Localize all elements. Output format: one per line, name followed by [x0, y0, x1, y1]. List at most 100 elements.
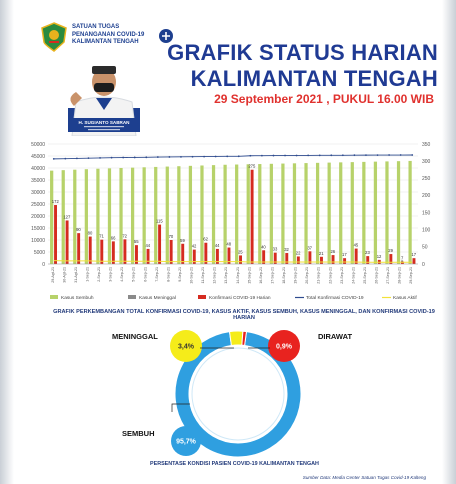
konfirmasi-harian-bar [227, 247, 231, 264]
konfirmasi-harian-bar [331, 255, 335, 264]
konfirmasi-harian-bar [354, 248, 358, 264]
sembuh-bar [154, 166, 158, 264]
konfirmasi-harian-label: 12 [377, 254, 382, 259]
category-tick-label: 29-Sep-21 [409, 267, 413, 284]
total-konfirmasi-line [53, 154, 413, 160]
sembuh-bar [373, 161, 378, 264]
konfirmasi-harian-label: 33 [273, 247, 278, 252]
total-konfirmasi-point [64, 157, 67, 160]
konfirmasi-harian-label: 44 [145, 243, 150, 248]
left-tick-label: 30000 [31, 190, 45, 196]
konfirmasi-harian-bar [273, 252, 277, 264]
sembuh-bar [396, 161, 401, 264]
right-tick-label: 350 [422, 142, 431, 148]
konfirmasi-harian-bar [100, 239, 104, 264]
total-konfirmasi-point [295, 154, 298, 157]
konfirmasi-harian-label: 44 [215, 243, 220, 248]
left-tick-label: 20000 [31, 214, 45, 220]
sembuh-bar [362, 161, 366, 264]
org-logo-block: SATUAN TUGAS PENANGANAN COVID-19 KALIMAN… [40, 22, 180, 54]
meninggal-value: 3,4% [178, 343, 195, 350]
konfirmasi-harian-bar [181, 243, 185, 264]
sembuh-bar [61, 170, 65, 264]
total-konfirmasi-point [388, 154, 390, 156]
dirawat-bubble [268, 330, 300, 362]
total-konfirmasi-point [226, 155, 229, 158]
category-tick-label: 2-Sep-21 [97, 267, 101, 282]
source-note: Sumber Data: Media Center Satuan Tugas C… [302, 475, 426, 480]
konfirmasi-harian-bar [135, 245, 138, 264]
donut-slice-sembuh [174, 331, 302, 458]
sembuh-bar [281, 163, 285, 264]
sembuh-bar [350, 162, 354, 264]
konfirmasi-harian-label: 275 [248, 164, 256, 169]
sembuh-bar [73, 169, 77, 264]
sembuh-bar [96, 168, 100, 264]
total-konfirmasi-point [341, 154, 344, 157]
legend-swatch [128, 295, 136, 299]
konfirmasi-harian-label: 32 [284, 247, 289, 252]
sembuh-bar [165, 166, 169, 264]
konfirmasi-harian-label: 127 [63, 214, 71, 219]
donut-caption: PERSENTASE KONDISI PASIEN COVID-19 KALIM… [150, 461, 319, 467]
org-name: SATUAN TUGAS PENANGANAN COVID-19 KALIMAN… [72, 24, 144, 47]
konfirmasi-harian-label: 115 [156, 219, 163, 224]
konfirmasi-harian-bar [366, 256, 370, 264]
konfirmasi-harian-label: 42 [192, 244, 197, 249]
total-konfirmasi-point [411, 154, 414, 156]
total-konfirmasi-point [99, 157, 101, 159]
sembuh-bubble [171, 426, 201, 456]
konfirmasi-harian-bar [192, 249, 196, 264]
sembuh-value: 95,7% [176, 438, 197, 445]
konfirmasi-harian-bar [400, 261, 404, 264]
chart-caption: GRAFIK PERKEMBANGAN TOTAL KONFIRMASI COV… [53, 309, 435, 321]
total-konfirmasi-point [330, 154, 333, 157]
legend-label: Kasus Aktif [393, 295, 417, 301]
total-konfirmasi-point [365, 154, 367, 157]
konfirmasi-harian-label: 17 [411, 252, 416, 257]
total-konfirmasi-point [122, 156, 125, 159]
konfirmasi-harian-label: 37 [307, 245, 312, 250]
konfirmasi-harian-label: 45 [354, 243, 359, 248]
total-konfirmasi-point [156, 156, 159, 158]
portrait-name-text: H. SUGIANTO SABRAN [79, 120, 131, 125]
right-tick-label: 250 [422, 176, 431, 182]
total-konfirmasi-point [203, 155, 205, 158]
konfirmasi-harian-bar [285, 253, 289, 264]
sembuh-bar [223, 164, 227, 264]
left-tick-label: 40000 [31, 166, 45, 172]
konfirmasi-harian-bar [343, 258, 347, 264]
right-tick-label: 0 [422, 262, 425, 268]
category-tick-label: 30-Agt-21 [62, 267, 66, 283]
total-konfirmasi-point [249, 154, 252, 157]
konfirmasi-harian-bar [146, 248, 150, 264]
konfirmasi-harian-label: 21 [319, 251, 324, 256]
category-tick-label: 24-Sep-21 [351, 267, 355, 284]
category-tick-label: 17-Sep-21 [270, 267, 274, 284]
sembuh-bar [142, 167, 146, 264]
konfirmasi-harian-label: 70 [169, 234, 174, 239]
total-konfirmasi-point [261, 154, 263, 157]
category-tick-label: 11-Sep-21 [201, 267, 205, 284]
total-konfirmasi-point [76, 157, 78, 160]
category-tick-label: 6-Sep-21 [143, 267, 147, 282]
sembuh-bar [246, 164, 250, 264]
category-tick-label: 13-Sep-21 [224, 267, 228, 284]
category-tick-label: 27-Sep-21 [386, 267, 390, 284]
daily-status-chart: 0 5000 10000 15000 20000 25000 30000 35000 40000… [31, 142, 431, 301]
legend-label: Kasus Meninggal [139, 295, 176, 301]
sembuh-bar [119, 168, 123, 264]
sembuh-bar [408, 160, 412, 264]
konfirmasi-harian-bar [111, 241, 115, 264]
category-tick-label: 18-Sep-21 [282, 267, 286, 284]
konfirmasi-harian-bar [123, 239, 127, 264]
category-tick-label: 8-Sep-21 [166, 267, 170, 282]
right-tick-label: 150 [422, 210, 431, 216]
konfirmasi-harian-label: 25 [238, 249, 243, 254]
total-konfirmasi-point [272, 154, 275, 157]
konfirmasi-harian-label: 80 [88, 231, 93, 236]
konfirmasi-harian-bar [77, 233, 81, 264]
total-konfirmasi-point [214, 155, 217, 158]
category-tick-label: 5-Sep-21 [132, 267, 136, 282]
konfirmasi-harian-bar [262, 250, 266, 264]
